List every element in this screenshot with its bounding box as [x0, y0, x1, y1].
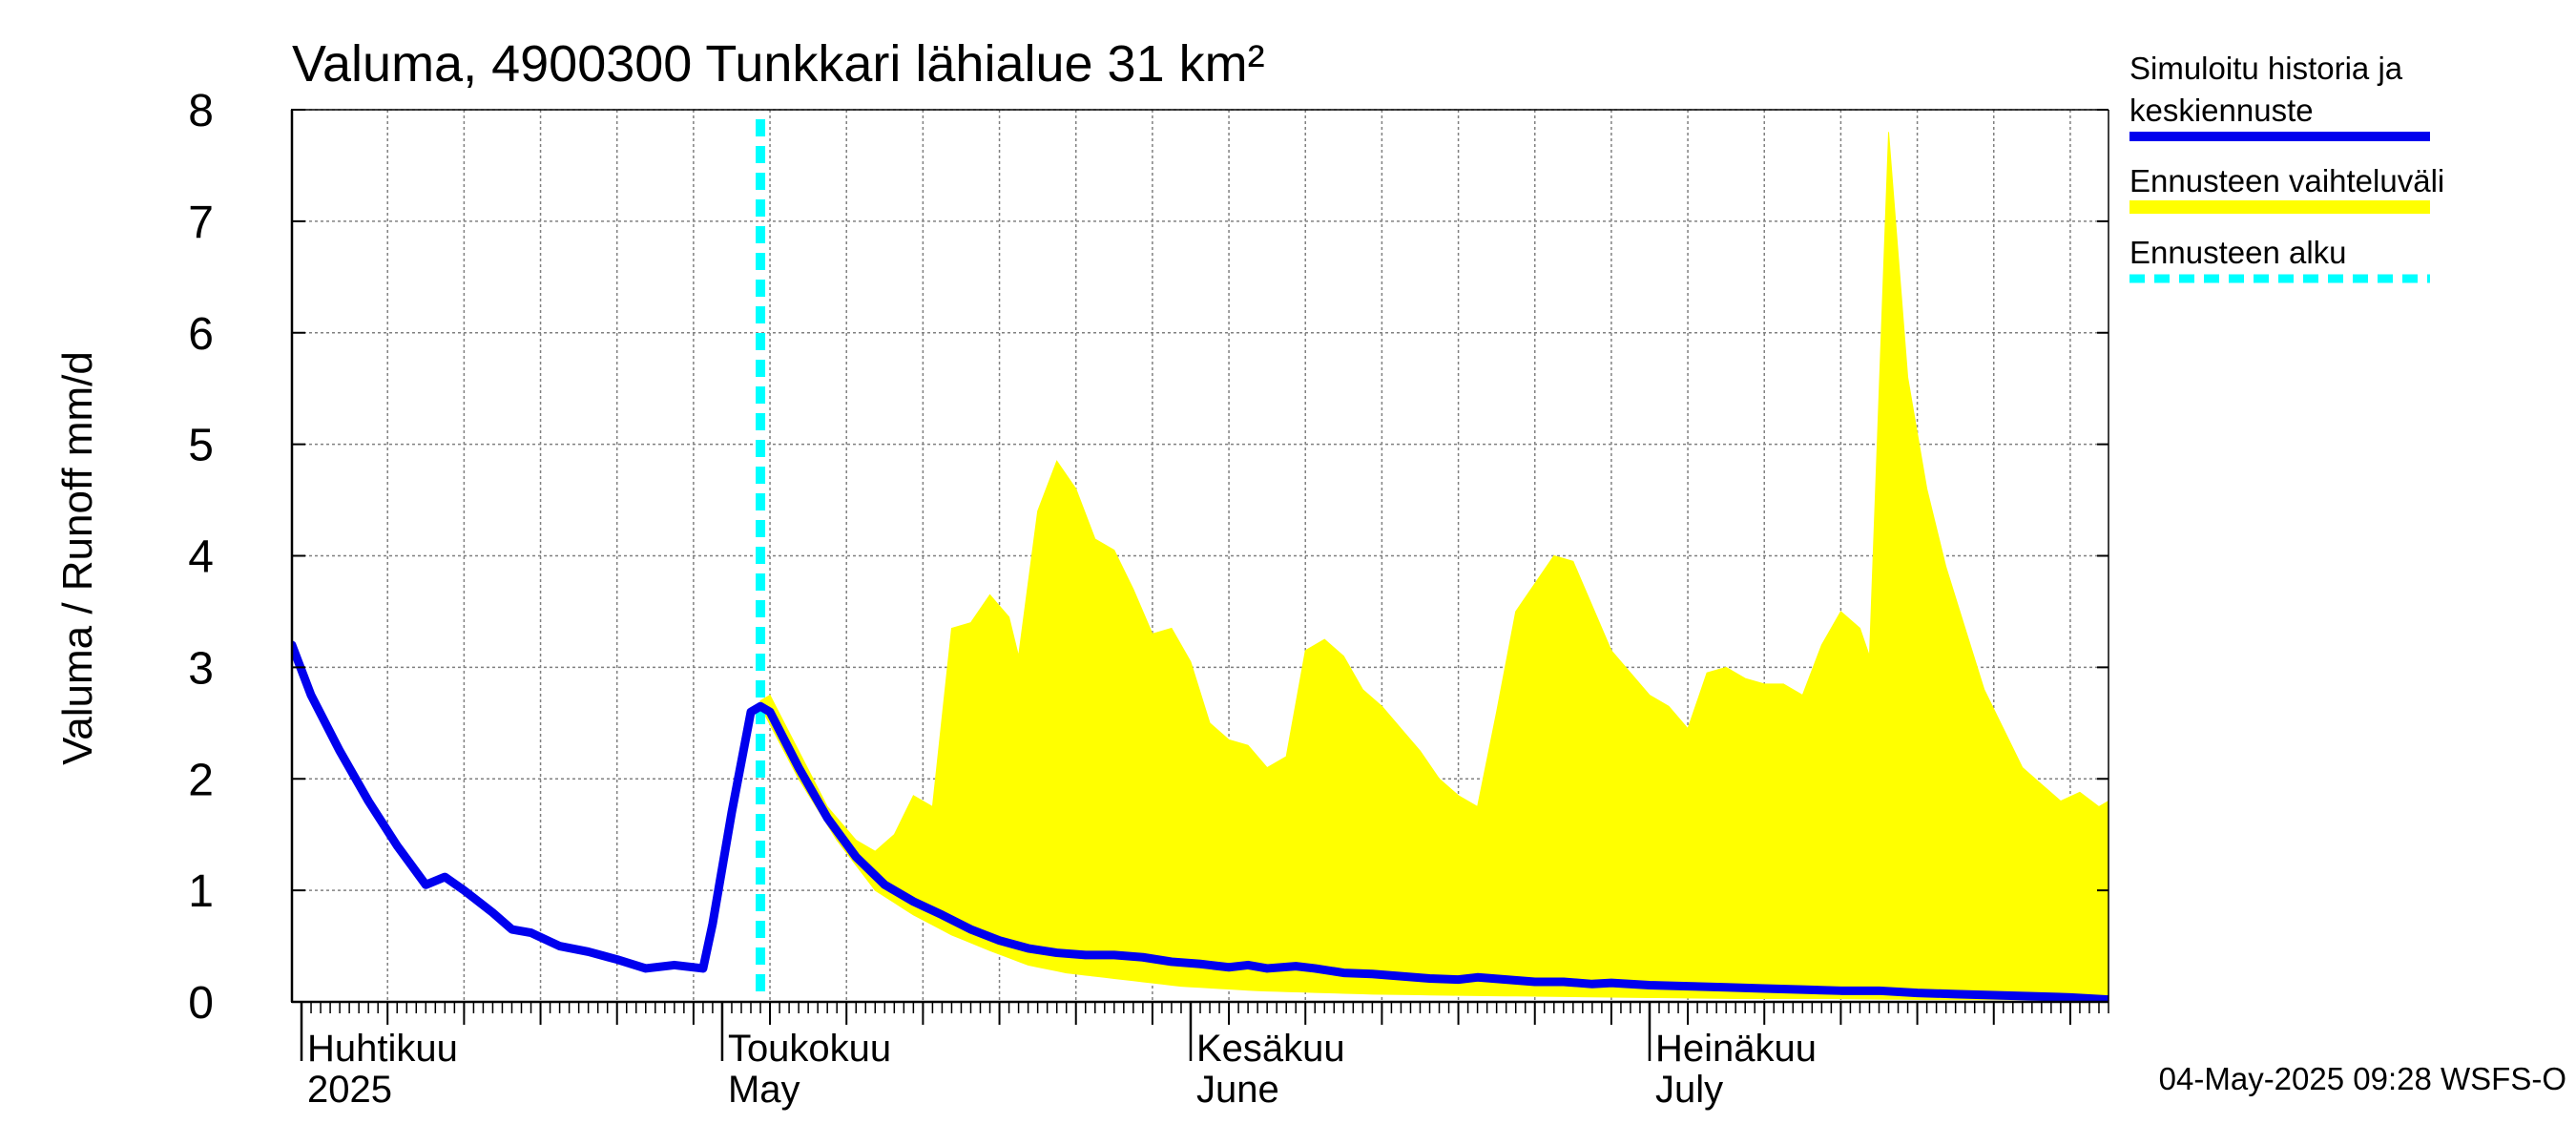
legend-label: Ennusteen vaihteluväli	[2129, 163, 2444, 198]
legend: Simuloitu historia ja keskiennuste Ennuste…	[2129, 51, 2444, 283]
y-tick-label: 2	[188, 755, 214, 805]
legend-label: Simuloitu historia ja	[2129, 51, 2403, 86]
axis-layer: 012345678Huhtikuu2025ToukokuuMayKesäkuuJ…	[188, 86, 2109, 1111]
y-tick-label: 0	[188, 978, 214, 1029]
y-tick-label: 4	[188, 532, 214, 583]
y-tick-label: 5	[188, 421, 214, 471]
month-label-en: June	[1196, 1069, 1279, 1111]
month-label-fi: Toukokuu	[728, 1028, 891, 1070]
history-mean-forecast-line	[292, 640, 2109, 1002]
chart-title: Valuma, 4900300 Tunkkari lähialue 31 km²	[292, 35, 1265, 93]
y-tick-label: 1	[188, 866, 214, 917]
y-tick-label: 6	[188, 309, 214, 360]
y-tick-label: 3	[188, 643, 214, 694]
y-axis-label: Valuma / Runoff mm/d	[54, 351, 101, 765]
legend-label: Ennusteen alku	[2129, 235, 2347, 270]
timestamp-footer: 04-May-2025 09:28 WSFS-O	[2159, 1061, 2566, 1096]
y-tick-label: 7	[188, 198, 214, 248]
line-layer	[292, 640, 2109, 1002]
legend-label: keskiennuste	[2129, 93, 2314, 128]
month-label-en: July	[1655, 1069, 1723, 1111]
month-label-fi: Heinäkuu	[1655, 1028, 1817, 1070]
legend-swatch-band	[2129, 200, 2430, 214]
month-label-fi: Kesäkuu	[1196, 1028, 1345, 1070]
forecast-range-band	[759, 132, 2109, 1002]
band-layer	[759, 132, 2109, 1002]
month-label-en: 2025	[307, 1069, 392, 1111]
month-label-en: May	[728, 1069, 800, 1111]
y-tick-label: 8	[188, 86, 214, 136]
month-label-fi: Huhtikuu	[307, 1028, 458, 1070]
